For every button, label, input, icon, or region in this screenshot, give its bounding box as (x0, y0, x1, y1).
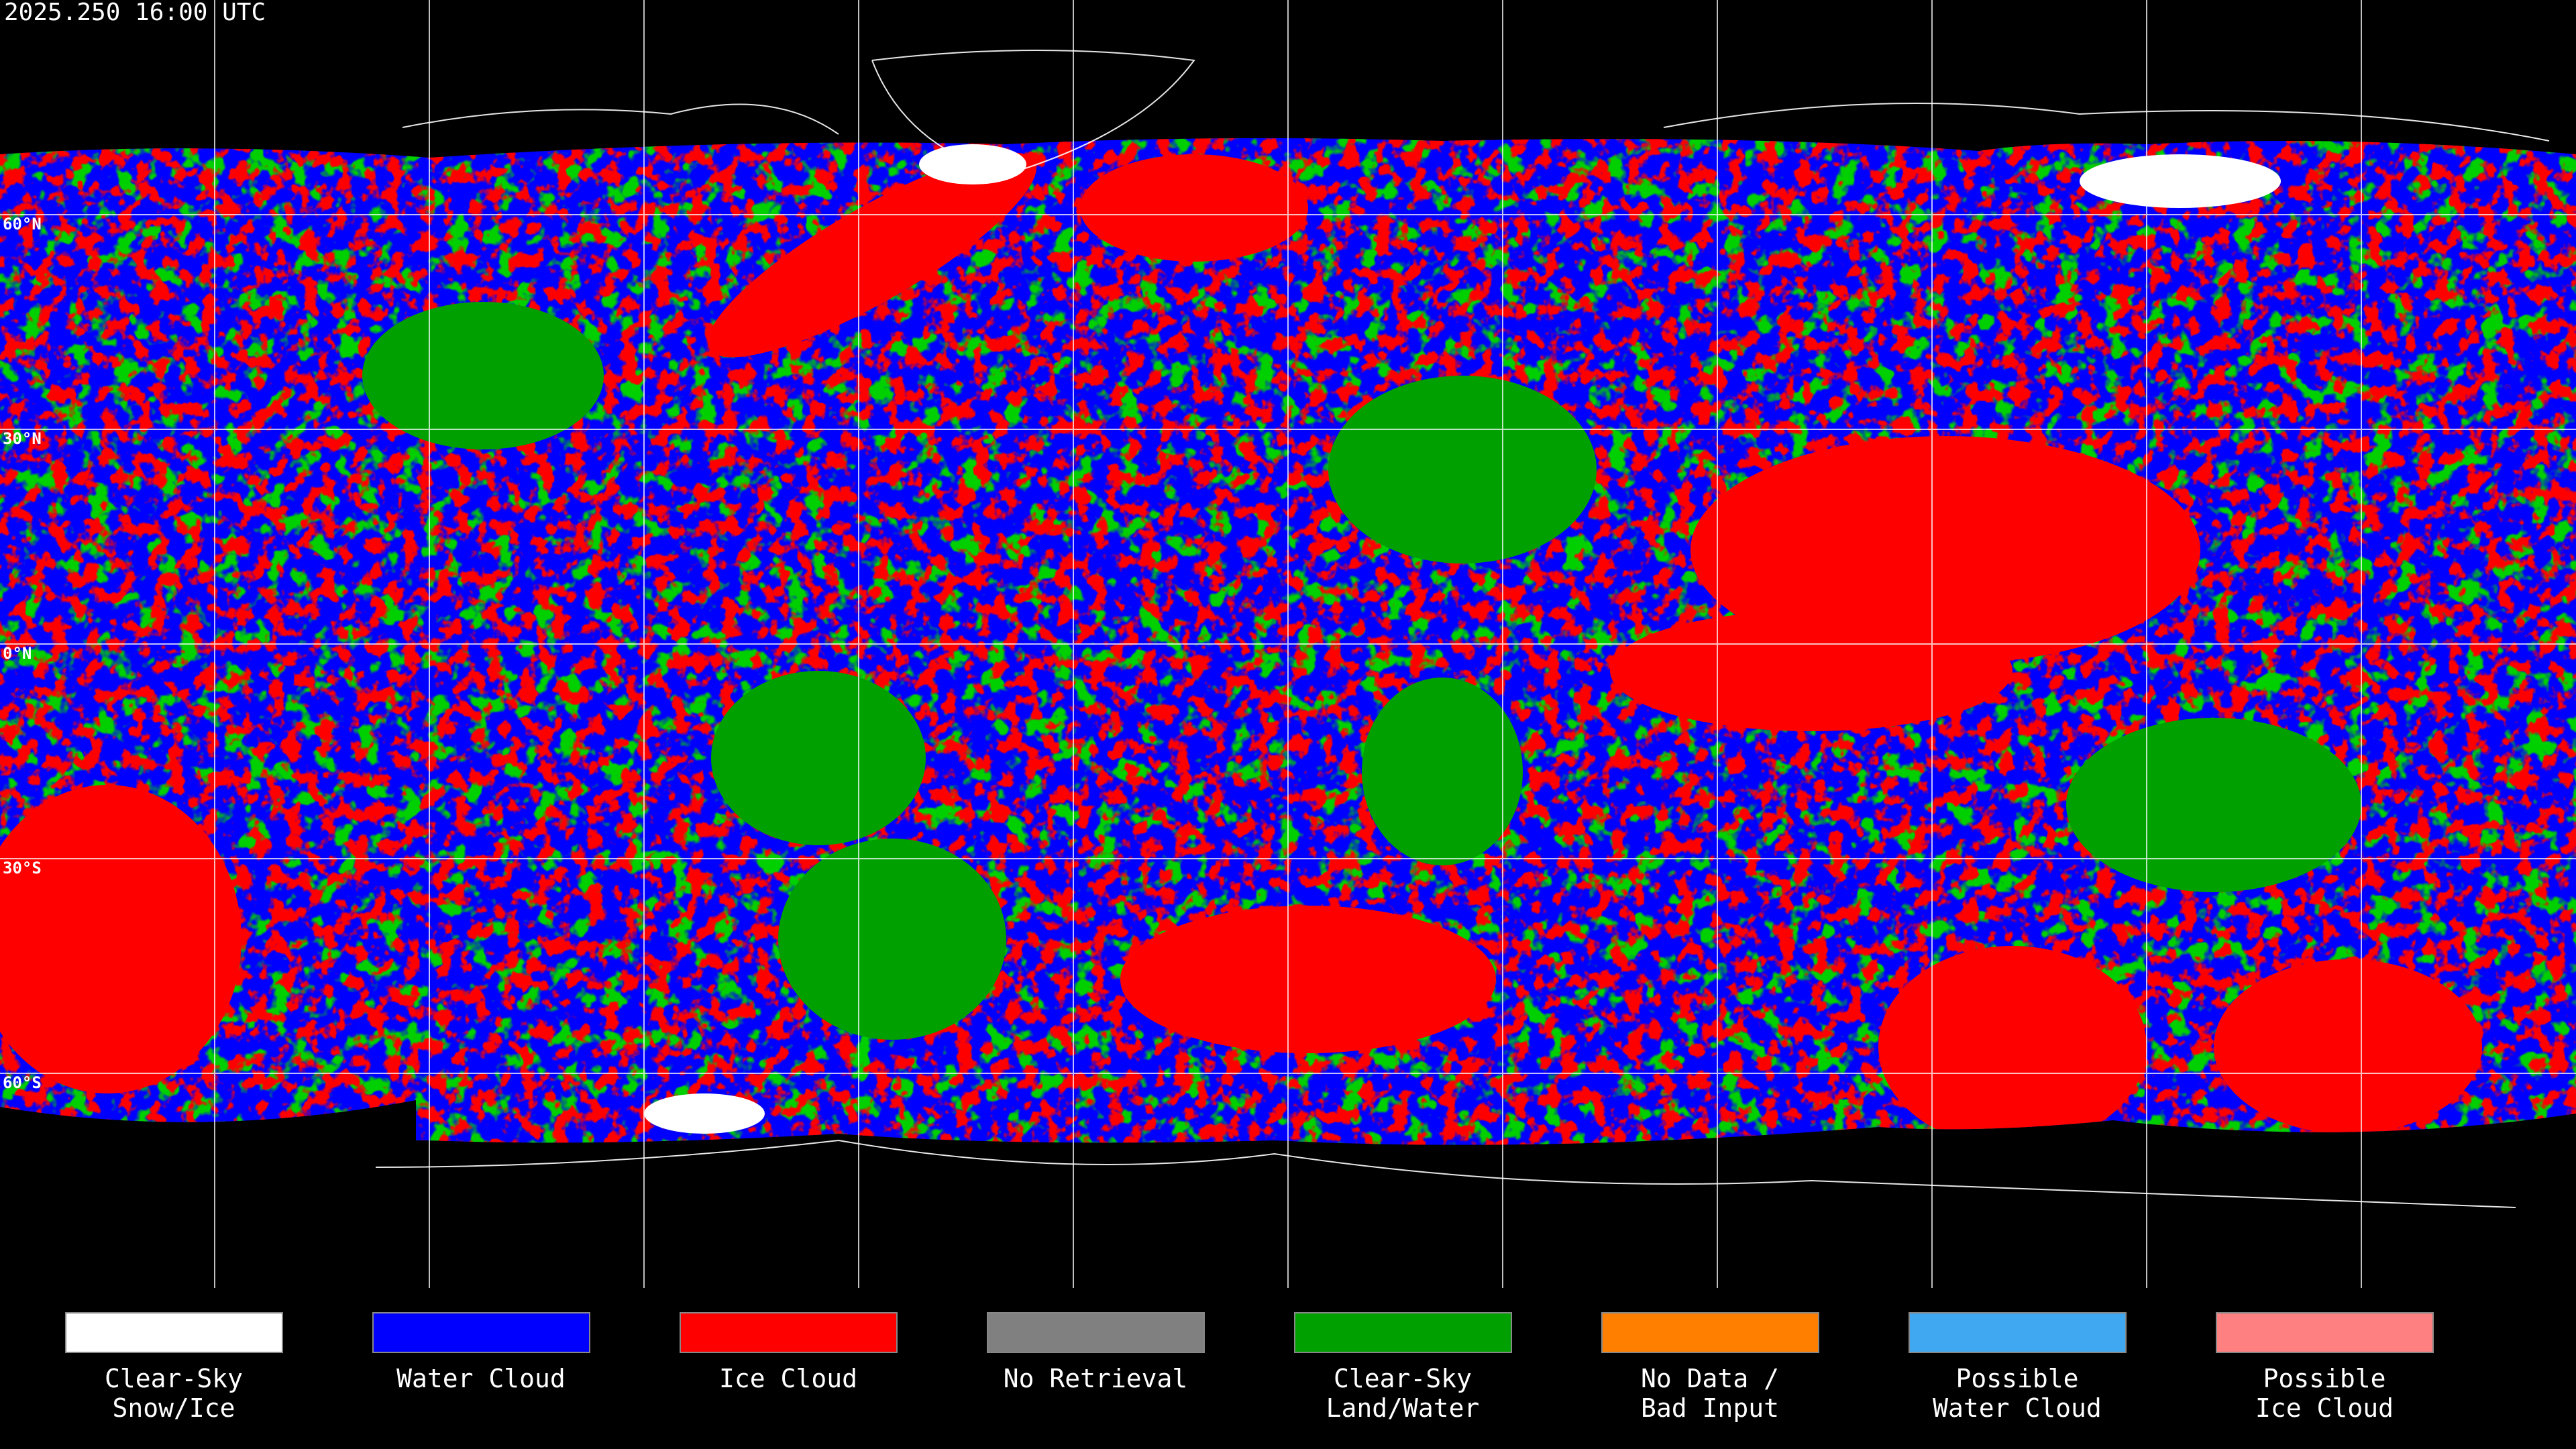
legend-label: Clear-Sky (105, 1364, 243, 1393)
latitude-label: 30°N (3, 429, 42, 448)
legend-label: Land/Water (1326, 1393, 1480, 1423)
legend-swatch (65, 1312, 283, 1353)
legend-label: Snow/Ice (112, 1393, 235, 1423)
legend-swatch (1909, 1312, 2127, 1353)
latitude-label: 30°S (3, 859, 42, 877)
legend-label: Clear-Sky (1334, 1364, 1472, 1393)
graticule (0, 0, 2576, 1288)
legend-label: Water Cloud (396, 1364, 566, 1393)
latitude-labels: 60°N 30°N 0°N 30°S 60°S (3, 215, 42, 1092)
latitude-label: 60°S (3, 1073, 42, 1092)
legend-swatch (372, 1312, 590, 1353)
legend-label: Ice Cloud (2255, 1393, 2394, 1423)
legend-label: No Data / (1641, 1364, 1779, 1393)
legend-label: Water Cloud (1933, 1393, 2102, 1423)
legend-label: Bad Input (1641, 1393, 1779, 1423)
coastlines (375, 50, 2550, 1208)
legend-swatch (1601, 1312, 1819, 1353)
legend-label: Possible (2263, 1364, 2385, 1393)
timestamp: 2025.250 16:00 UTC (4, 0, 266, 26)
legend-swatch (1294, 1312, 1512, 1353)
ice-cloud-areas (0, 152, 2482, 1145)
latitude-label: 60°N (3, 215, 42, 233)
legend-swatch (680, 1312, 898, 1353)
clear-sky-areas (362, 302, 2361, 1040)
snow-ice-areas (644, 144, 2281, 1134)
latitude-label: 0°N (3, 644, 32, 663)
legend-label: Possible (1955, 1364, 2078, 1393)
legend-label: No Retrieval (1004, 1364, 1188, 1393)
legend-label: Ice Cloud (719, 1364, 857, 1393)
legend-swatch (2216, 1312, 2434, 1353)
legend-swatch (987, 1312, 1205, 1353)
